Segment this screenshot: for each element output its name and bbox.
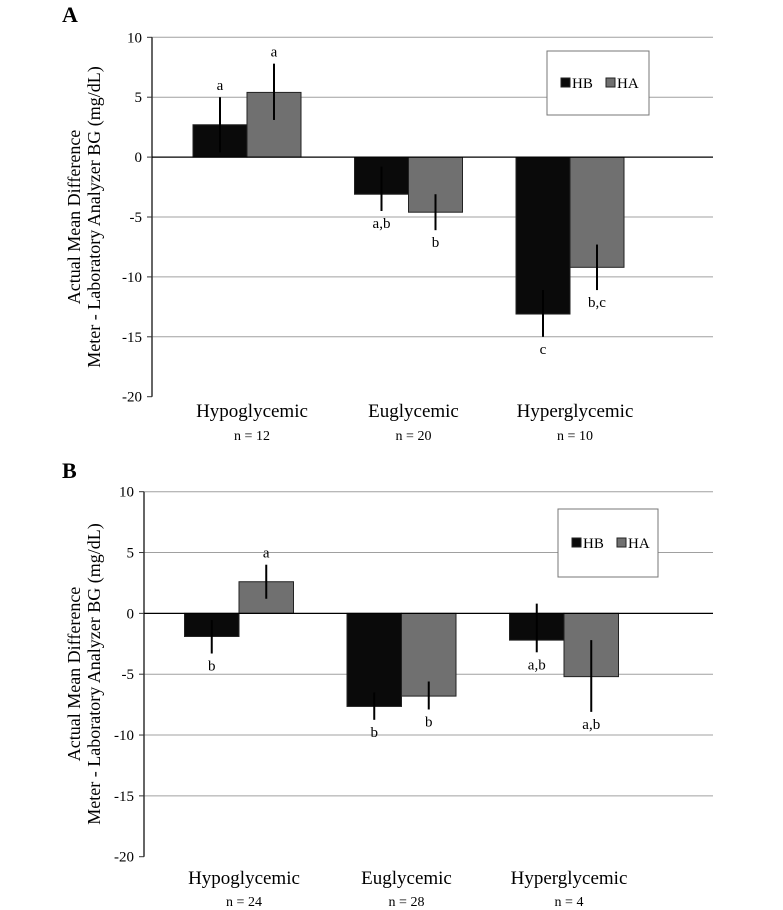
significance-letter: a xyxy=(271,45,278,61)
y-tick-label: 0 xyxy=(135,150,143,166)
legend-label-HA: HA xyxy=(628,536,650,552)
significance-letter: b,c xyxy=(588,295,606,311)
category-n-label: n = 10 xyxy=(557,429,593,444)
y-tick-label: -20 xyxy=(114,850,134,866)
y-tick-label: -5 xyxy=(122,667,135,683)
category-n-label: n = 24 xyxy=(226,895,262,910)
x-tick-label: Hyperglycemic xyxy=(511,868,628,889)
significance-letter: a xyxy=(263,546,270,562)
y-axis-label: Actual Mean Difference xyxy=(64,130,84,305)
significance-letter: b xyxy=(371,725,379,741)
significance-letter: a,b xyxy=(528,657,546,673)
panel-label: B xyxy=(62,458,77,483)
x-tick-label: Euglycemic xyxy=(361,868,452,889)
significance-letter: b xyxy=(208,659,216,675)
significance-letter: a,b xyxy=(373,216,391,232)
y-axis-label: Meter - Laboratory Analyzer BG (mg/dL) xyxy=(84,66,105,367)
legend-label-HB: HB xyxy=(572,76,593,92)
panel-label: A xyxy=(62,2,78,27)
legend-swatch-HB xyxy=(571,537,582,548)
x-tick-label: Hypoglycemic xyxy=(196,401,308,422)
x-tick-label: Euglycemic xyxy=(368,401,459,422)
y-tick-label: 0 xyxy=(127,606,135,622)
legend: HB HA xyxy=(546,50,650,116)
y-tick-label: 10 xyxy=(127,30,142,46)
category-n-label: n = 20 xyxy=(396,429,432,444)
y-axis-label: Actual Mean Difference xyxy=(64,587,84,762)
y-tick-label: -15 xyxy=(122,330,142,346)
legend-swatch-HA xyxy=(605,77,616,88)
category-n-label: n = 12 xyxy=(234,429,270,444)
significance-letter: b xyxy=(425,714,433,730)
legend: HB HA xyxy=(557,508,659,578)
significance-letter: c xyxy=(540,342,547,358)
x-tick-label: Hyperglycemic xyxy=(517,401,634,422)
legend-swatch-HA xyxy=(616,537,627,548)
significance-letter: b xyxy=(432,235,440,251)
y-tick-label: -10 xyxy=(114,728,134,744)
legend-label-HB: HB xyxy=(583,536,604,552)
chart-panel-A: A 10 5 0 -5 -10 -15 -20 Actual Mean Difference Me… xyxy=(62,2,713,444)
y-tick-label: -20 xyxy=(122,390,142,406)
x-tick-label: Hypoglycemic xyxy=(188,868,300,889)
legend-label-HA: HA xyxy=(617,76,639,92)
legend-swatch-HB xyxy=(560,77,571,88)
category-n-label: n = 4 xyxy=(555,895,584,910)
category-n-label: n = 28 xyxy=(389,895,425,910)
y-tick-label: 10 xyxy=(119,485,134,501)
y-tick-label: 5 xyxy=(127,546,135,562)
y-tick-label: -5 xyxy=(130,210,143,226)
y-tick-label: 5 xyxy=(135,90,143,106)
chart-panel-B: B 10 5 0 -5 -10 -15 -20 Actual Mean Difference Me… xyxy=(62,458,713,910)
significance-letter: a,b xyxy=(582,717,600,733)
y-tick-label: -10 xyxy=(122,270,142,286)
y-tick-label: -15 xyxy=(114,789,134,805)
significance-letter: a xyxy=(217,78,224,94)
y-axis-label: Meter - Laboratory Analyzer BG (mg/dL) xyxy=(84,523,105,824)
